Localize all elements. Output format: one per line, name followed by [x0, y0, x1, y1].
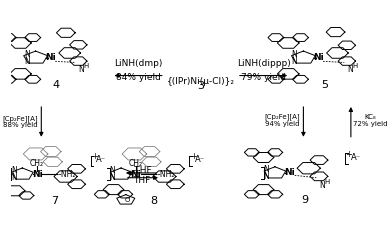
- Text: 84% yield: 84% yield: [116, 73, 161, 82]
- Text: [Cp₂Fe][A]: [Cp₂Fe][A]: [265, 114, 300, 120]
- Text: CH₂: CH₂: [129, 159, 143, 168]
- Text: –NH₂: –NH₂: [58, 170, 76, 179]
- Text: 4: 4: [53, 80, 60, 90]
- Text: LiNH(dippp): LiNH(dippp): [237, 60, 290, 68]
- Text: N: N: [78, 65, 84, 74]
- Text: Ni: Ni: [131, 170, 141, 179]
- Text: N: N: [263, 172, 269, 181]
- Text: N: N: [11, 166, 16, 175]
- Text: N: N: [11, 173, 16, 182]
- Text: Ni: Ni: [32, 170, 42, 179]
- Text: 94% yield: 94% yield: [265, 121, 300, 127]
- Text: Ni: Ni: [284, 168, 295, 178]
- Text: CH₂: CH₂: [30, 159, 44, 168]
- Text: Ni: Ni: [313, 53, 324, 62]
- Text: 8: 8: [150, 196, 157, 206]
- Text: A⁻: A⁻: [195, 155, 205, 164]
- Text: –NH₂: –NH₂: [157, 170, 175, 179]
- Text: N: N: [110, 166, 115, 175]
- Text: KC₈: KC₈: [364, 114, 376, 120]
- Text: LiNH(dmp): LiNH(dmp): [114, 60, 162, 68]
- Text: A⁻: A⁻: [96, 155, 106, 164]
- Text: -THF: -THF: [132, 166, 152, 175]
- Text: N: N: [263, 165, 269, 174]
- Text: N: N: [292, 50, 298, 59]
- Text: +: +: [345, 150, 352, 159]
- Text: N: N: [292, 57, 298, 65]
- Text: 7: 7: [51, 196, 58, 206]
- Text: {(IPr)Ni(μ-Cl)}₂: {(IPr)Ni(μ-Cl)}₂: [167, 77, 235, 86]
- Text: N: N: [110, 173, 115, 182]
- Text: 3: 3: [197, 81, 204, 91]
- Text: A⁻: A⁻: [351, 153, 361, 162]
- Text: Ni: Ni: [45, 53, 56, 62]
- Text: H: H: [83, 63, 89, 69]
- Text: THF: THF: [133, 176, 151, 185]
- Text: +: +: [91, 152, 98, 161]
- Text: [Cp₂Fe][A]: [Cp₂Fe][A]: [3, 115, 38, 122]
- Text: N: N: [24, 50, 30, 59]
- Text: 9: 9: [302, 195, 309, 205]
- Text: N: N: [319, 181, 325, 190]
- Text: 88% yield: 88% yield: [3, 122, 38, 128]
- Text: 72% yield: 72% yield: [353, 121, 387, 127]
- Text: H: H: [353, 63, 358, 69]
- Text: H: H: [325, 179, 330, 185]
- Text: 5: 5: [321, 80, 328, 90]
- Text: N: N: [24, 57, 30, 65]
- Text: 79% yield: 79% yield: [241, 73, 286, 82]
- Text: N: N: [347, 65, 353, 74]
- Text: +: +: [190, 152, 197, 161]
- Text: O: O: [125, 197, 130, 203]
